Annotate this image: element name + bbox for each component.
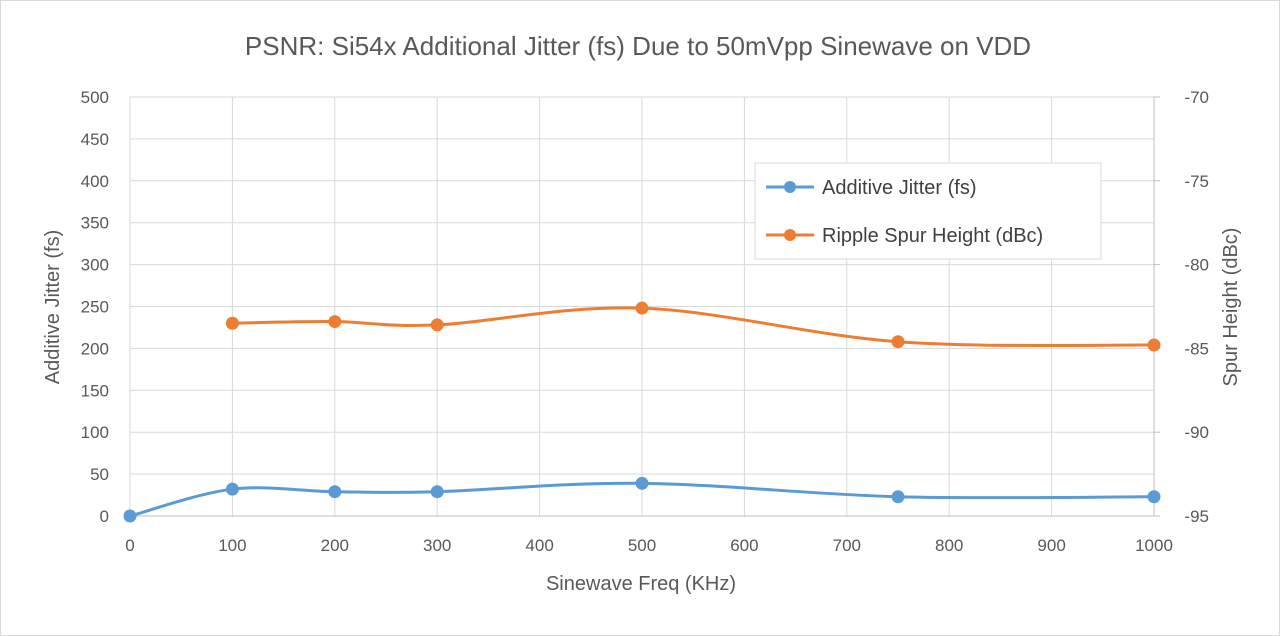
y2-tick-labels: -95 -90 -85 -80 -75 -70 bbox=[1184, 88, 1209, 526]
series-line-jitter bbox=[129, 481, 1155, 518]
data-point-jitter bbox=[123, 509, 137, 523]
x-tick-label: 500 bbox=[628, 536, 656, 555]
legend-box bbox=[754, 162, 1102, 260]
legend: Additive Jitter (fs) Ripple Spur Height … bbox=[754, 162, 1102, 260]
legend-label-spur: Ripple Spur Height (dBc) bbox=[822, 225, 1043, 247]
y2-tick-label: -95 bbox=[1184, 507, 1209, 526]
legend-label-jitter: Additive Jitter (fs) bbox=[822, 177, 976, 199]
legend-marker-jitter bbox=[784, 181, 796, 193]
data-point-spur bbox=[635, 301, 649, 315]
data-point-spur bbox=[430, 318, 444, 332]
y-tick-label: 150 bbox=[81, 381, 109, 400]
x-tick-label: 400 bbox=[525, 536, 553, 555]
y-tick-label: 300 bbox=[81, 256, 109, 275]
y-tick-label: 250 bbox=[81, 298, 109, 317]
x-tick-label: 0 bbox=[125, 536, 134, 555]
chart-title: PSNR: Si54x Additional Jitter (fs) Due t… bbox=[245, 31, 1031, 61]
y-tick-label: 500 bbox=[81, 88, 109, 107]
y-tick-label: 200 bbox=[81, 339, 109, 358]
x-tick-label: 1000 bbox=[1135, 536, 1173, 555]
data-point-jitter bbox=[328, 485, 342, 499]
x-tick-label: 200 bbox=[321, 536, 349, 555]
y2-tick-label: -80 bbox=[1184, 256, 1209, 275]
y-tick-label: 350 bbox=[81, 214, 109, 233]
x-tick-label: 100 bbox=[218, 536, 246, 555]
legend-marker-spur bbox=[784, 229, 796, 241]
x-tick-label: 300 bbox=[423, 536, 451, 555]
x-tick-label: 600 bbox=[730, 536, 758, 555]
data-point-spur bbox=[225, 316, 239, 330]
data-point-jitter bbox=[635, 476, 649, 490]
y-tick-label: 0 bbox=[100, 507, 109, 526]
data-point-jitter bbox=[225, 482, 239, 496]
x-tick-label: 700 bbox=[833, 536, 861, 555]
y2-tick-label: -70 bbox=[1184, 88, 1209, 107]
y-tick-label: 450 bbox=[81, 130, 109, 149]
y-tick-labels: 0 50 100 150 200 250 300 350 400 450 500 bbox=[81, 88, 109, 526]
y2-tick-label: -90 bbox=[1184, 423, 1209, 442]
x-tick-label: 800 bbox=[935, 536, 963, 555]
series-line-spur bbox=[232, 306, 1155, 348]
y-tick-label: 100 bbox=[81, 423, 109, 442]
y2-axis-title: Spur Height (dBc) bbox=[1220, 228, 1242, 387]
y-tick-label: 50 bbox=[90, 465, 109, 484]
data-point-spur bbox=[328, 315, 342, 329]
x-tick-label: 900 bbox=[1037, 536, 1065, 555]
y2-tick-label: -85 bbox=[1184, 339, 1209, 358]
data-point-jitter bbox=[1147, 490, 1161, 504]
data-point-jitter bbox=[891, 490, 905, 504]
data-point-spur bbox=[1147, 338, 1161, 352]
y-tick-label: 400 bbox=[81, 172, 109, 191]
x-axis-title: Sinewave Freq (KHz) bbox=[546, 573, 736, 595]
y2-tick-label: -75 bbox=[1184, 172, 1209, 191]
x-tick-labels: 0 100 200 300 400 500 600 700 800 900 1000 bbox=[125, 536, 1173, 555]
y-axis-title: Additive Jitter (fs) bbox=[42, 230, 64, 384]
data-point-spur bbox=[891, 335, 905, 349]
series-layer bbox=[123, 301, 1161, 523]
data-point-jitter bbox=[430, 485, 444, 499]
